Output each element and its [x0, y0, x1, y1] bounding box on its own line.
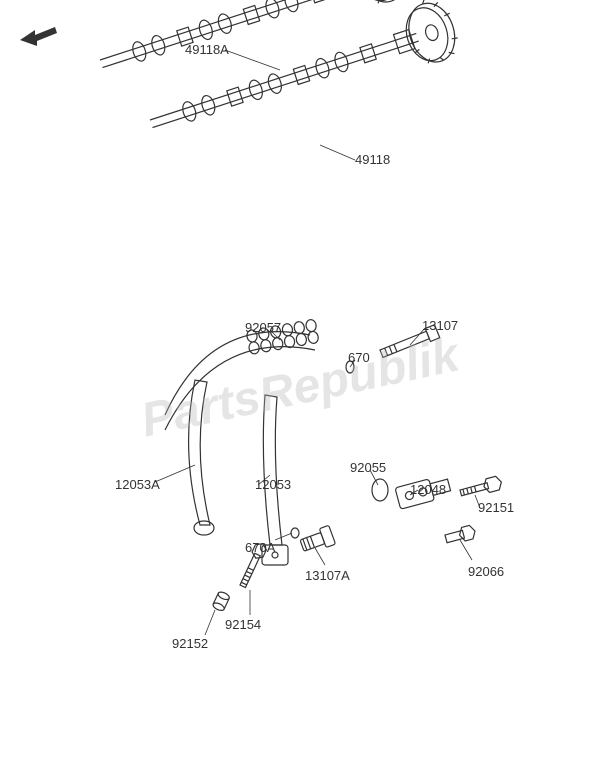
o-ring-670a [291, 528, 299, 538]
o-ring-92055 [372, 479, 388, 501]
bolt-92151 [459, 475, 503, 499]
label-92057: 92057 [245, 320, 281, 335]
label-13107: 13107 [422, 318, 458, 333]
label-92055: 92055 [350, 460, 386, 475]
label-92151: 92151 [478, 500, 514, 515]
orientation-arrow [15, 15, 65, 50]
label-670: 670 [348, 350, 370, 365]
label-12048: 12048 [410, 482, 446, 497]
collar-92152 [212, 591, 230, 612]
label-12053: 12053 [255, 477, 291, 492]
plug-92066 [444, 524, 477, 545]
label-49118: 49118 [355, 152, 390, 167]
diagram-svg [0, 0, 600, 775]
label-92154: 92154 [225, 617, 261, 632]
plug-13107a [299, 525, 336, 555]
label-92066: 92066 [468, 564, 504, 579]
label-12053A: 12053A [115, 477, 160, 492]
chain-guide-front [189, 380, 214, 535]
label-13107A: 13107A [305, 568, 350, 583]
label-49118A: 49118A [185, 42, 229, 57]
label-92152: 92152 [172, 636, 208, 651]
camshaft-intake [141, 0, 463, 152]
label-670A: 670A [245, 540, 275, 555]
parts-diagram: PartsRepublik 49118A 49118 92057 670 131… [0, 0, 600, 775]
timing-chain-assembly [165, 319, 319, 430]
